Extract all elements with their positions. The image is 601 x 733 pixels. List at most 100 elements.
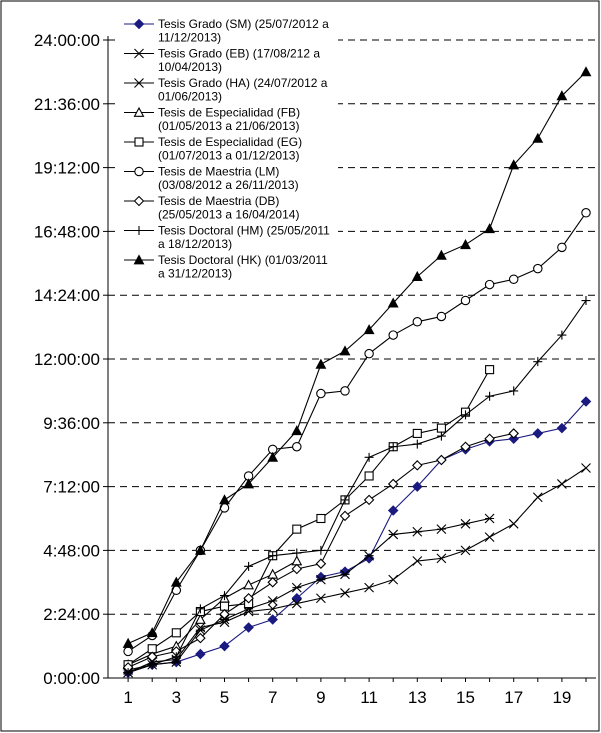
- data-point: [533, 263, 543, 274]
- data-point: [134, 78, 144, 88]
- data-point: [388, 442, 398, 452]
- data-point: [484, 532, 495, 542]
- y-tick-label: 2:24:00: [43, 605, 100, 624]
- data-point: [267, 614, 278, 625]
- data-point: [340, 495, 350, 505]
- data-point: [316, 388, 326, 399]
- data-point: [532, 132, 544, 143]
- series-7: [122, 428, 519, 673]
- data-point: [412, 428, 422, 438]
- data-point: [484, 513, 495, 524]
- data-point: [243, 478, 255, 489]
- legend-label: Tesis Doctoral (HK) (01/03/2011: [158, 253, 328, 267]
- y-tick-label: 19:12:00: [34, 159, 100, 178]
- data-point: [133, 18, 145, 30]
- legend-entry: Tesis de Maestria (LM)(03/08/2012 a 26/1…: [124, 165, 299, 192]
- data-point: [436, 524, 447, 535]
- legend-label: 11/12/2013): [158, 31, 221, 45]
- y-tick-label: 9:36:00: [43, 414, 100, 433]
- data-point: [171, 652, 181, 662]
- legend-label: (01/05/2013 a 21/06/2013): [158, 119, 299, 133]
- data-point: [315, 558, 327, 569]
- legend-label: Tesis de Maestria (DB): [158, 194, 279, 208]
- data-point: [244, 561, 254, 571]
- y-tick-label: 12:00:00: [34, 350, 100, 369]
- data-point: [436, 311, 447, 322]
- data-point: [219, 494, 230, 505]
- data-point: [316, 545, 326, 555]
- y-tick-label: 0:00:00: [43, 669, 100, 688]
- legend-label: 01/06/2013): [158, 90, 222, 104]
- legend-label: Tesis Doctoral (HM) (25/05/2011: [158, 224, 330, 238]
- data-point: [484, 279, 495, 290]
- x-tick-label: 9: [316, 688, 325, 707]
- data-point: [485, 365, 495, 375]
- data-point: [291, 592, 303, 604]
- data-point: [557, 330, 567, 340]
- data-point: [291, 555, 303, 566]
- data-point: [461, 410, 470, 420]
- data-point: [147, 660, 157, 670]
- data-point: [170, 576, 182, 587]
- legend-background: [116, 12, 338, 282]
- data-point: [508, 518, 519, 529]
- data-point: [460, 545, 471, 556]
- x-tick-label: 13: [408, 688, 427, 707]
- data-point: [388, 574, 399, 585]
- data-point: [339, 345, 351, 356]
- data-point: [267, 451, 279, 462]
- data-point: [388, 330, 398, 340]
- series-1: [122, 396, 592, 678]
- data-point: [194, 544, 206, 555]
- data-point: [556, 422, 568, 434]
- data-point: [267, 596, 278, 606]
- legend-entry: Tesis de Especialidad (FB)(01/05/2013 a …: [124, 106, 300, 133]
- data-point: [484, 433, 495, 445]
- data-point: [195, 648, 206, 660]
- data-point: [580, 396, 592, 407]
- data-point: [411, 270, 423, 281]
- data-point: [581, 208, 591, 218]
- data-point: [460, 295, 471, 306]
- data-point: [339, 510, 351, 522]
- data-point: [134, 137, 144, 147]
- data-point: [316, 574, 326, 585]
- data-point: [485, 391, 495, 401]
- series-9: [122, 66, 592, 648]
- series-5: [123, 365, 495, 670]
- data-point: [364, 348, 374, 359]
- data-point: [556, 90, 568, 101]
- data-point: [340, 588, 350, 598]
- legend-label: Tesis de Especialidad (FB): [158, 106, 300, 120]
- data-point: [123, 668, 133, 678]
- data-point: [134, 226, 144, 235]
- x-tick-label: 19: [552, 688, 571, 707]
- data-point: [243, 622, 254, 633]
- data-point: [387, 297, 399, 308]
- data-point: [195, 632, 206, 644]
- data-point: [484, 223, 496, 234]
- data-point: [509, 386, 519, 396]
- data-point: [557, 242, 567, 253]
- data-point: [123, 646, 133, 657]
- legend-entry: Tesis Grado (HA) (24/07/2012 a01/06/2013…: [124, 76, 328, 104]
- series-8: [123, 296, 591, 678]
- y-tick-label: 21:36:00: [34, 95, 100, 114]
- data-point: [267, 568, 279, 579]
- data-point: [292, 548, 302, 558]
- data-point: [195, 604, 205, 614]
- data-point: [316, 593, 326, 604]
- data-point: [412, 526, 423, 537]
- data-point: [134, 48, 144, 59]
- legend-label: (25/05/2013 a 16/04/2014): [158, 208, 299, 222]
- legend-label: Tesis Grado (HA) (24/07/2012 a: [158, 76, 328, 90]
- series-line: [127, 467, 587, 674]
- data-point: [364, 582, 374, 593]
- data-point: [508, 428, 519, 439]
- data-point: [412, 460, 423, 471]
- data-point: [436, 423, 446, 433]
- data-point: [219, 640, 230, 652]
- x-tick-label: 5: [220, 688, 229, 707]
- data-point: [133, 195, 145, 207]
- data-point: [219, 608, 230, 620]
